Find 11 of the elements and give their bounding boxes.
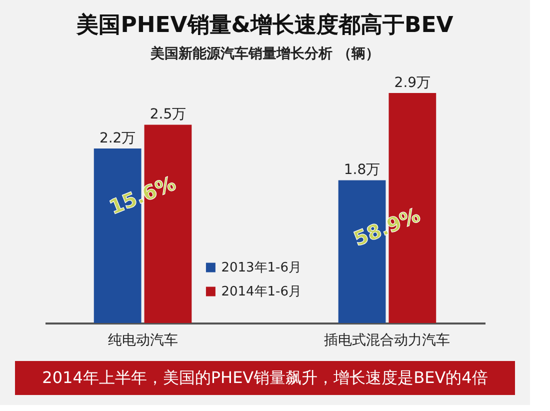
- chart-title: 美国PHEV销量&增长速度都高于BEV: [76, 12, 454, 38]
- data-label: 2.5万: [150, 106, 186, 123]
- legend-label: 2013年1-6月: [221, 260, 302, 276]
- data-label: 2.2万: [99, 130, 136, 147]
- x-tick-label: 纯电动汽车: [108, 332, 178, 348]
- legend-label: 2014年1-6月: [221, 284, 302, 300]
- text: 2014年上半年，美国的PHEV销量飙升，增长速度是BEV的4倍: [42, 368, 488, 387]
- x-tick-label: 插电式混合动力汽车: [324, 332, 450, 348]
- chart-subtitle: 美国新能源汽车销量增长分析 （辆）: [150, 45, 380, 62]
- data-label: 1.8万: [344, 162, 380, 178]
- data-label: 2.9万: [394, 75, 431, 91]
